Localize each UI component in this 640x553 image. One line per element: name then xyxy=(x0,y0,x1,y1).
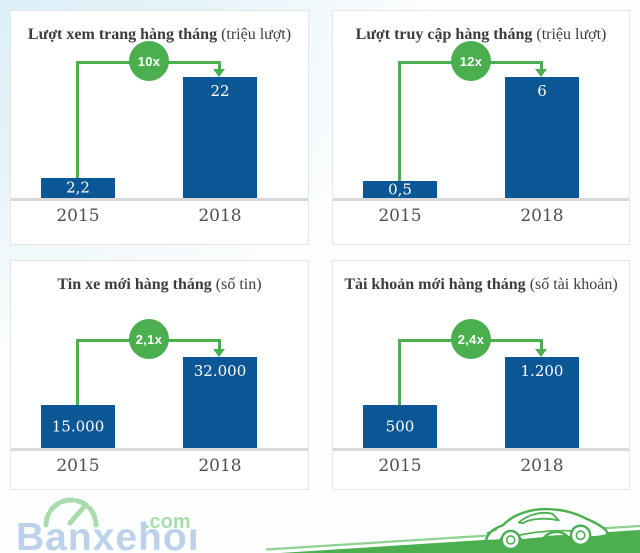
chart-title-unit: (triệu lượt) xyxy=(221,26,292,43)
bar-2015: 0,5 xyxy=(363,181,437,198)
chart-title-main: Tài khoản mới hàng tháng xyxy=(344,276,526,293)
chart-title-main: Lượt xem trang hàng tháng xyxy=(27,26,218,43)
axis-baseline xyxy=(11,198,308,201)
multiplier-badge: 10x xyxy=(129,41,169,81)
bar-value-label: 0,5 xyxy=(388,180,412,198)
year-label-2015: 2015 xyxy=(378,456,422,476)
growth-arrow-line xyxy=(540,61,543,70)
chart-title: Lượt xem trang hàng tháng (triệu lượt) xyxy=(11,25,308,45)
bar-2015: 500 xyxy=(363,405,437,448)
chart-title-unit: (số tài khoản) xyxy=(529,276,618,293)
sports-car-icon xyxy=(484,507,609,551)
growth-arrow-line xyxy=(218,61,221,70)
chart-panel: Lượt truy cập hàng tháng (triệu lượt) 0,5… xyxy=(332,10,630,245)
chart-title-main: Lượt truy cập hàng tháng xyxy=(355,26,533,43)
bar-value-label: 1.200 xyxy=(520,362,564,380)
growth-arrow-head-icon xyxy=(535,349,547,357)
growth-connector-vertical-line xyxy=(76,61,79,178)
chart-title: Tài khoản mới hàng tháng (số tài khoản) xyxy=(333,275,629,295)
bar-value-label: 6 xyxy=(537,82,547,100)
bar-2015: 2,2 xyxy=(41,178,115,198)
chart-panel: Tài khoản mới hàng tháng (số tài khoản) 5… xyxy=(332,260,630,490)
multiplier-badge: 2,1x xyxy=(129,319,169,359)
chart-title-main: Tin xe mới hàng tháng xyxy=(57,276,212,293)
axis-baseline xyxy=(333,448,629,451)
multiplier-badge: 12x xyxy=(451,41,491,81)
bar-value-label: 500 xyxy=(385,417,415,435)
year-label-2015: 2015 xyxy=(56,206,100,226)
bar-2018: 32.000 xyxy=(183,357,257,448)
growth-arrow-head-icon xyxy=(213,349,225,357)
chart-title: Lượt truy cập hàng tháng (triệu lượt) xyxy=(333,25,629,45)
banxehoi-logo: Banxehoı .com xyxy=(16,494,216,553)
growth-connector-vertical-line xyxy=(76,339,79,405)
chart-panel: Tin xe mới hàng tháng (số tin) 15.000 32.… xyxy=(10,260,309,490)
bar-2018: 1.200 xyxy=(505,357,579,448)
growth-arrow-line xyxy=(218,339,221,350)
axis-baseline xyxy=(333,198,629,201)
bar-value-label: 32.000 xyxy=(193,362,247,380)
year-label-2018: 2018 xyxy=(520,206,564,226)
growth-arrow-head-icon xyxy=(213,69,225,77)
bar-2018: 22 xyxy=(183,77,257,198)
year-label-2015: 2015 xyxy=(378,206,422,226)
growth-arrow-head-icon xyxy=(535,69,547,77)
chart-title-unit: (triệu lượt) xyxy=(536,26,607,43)
year-label-2018: 2018 xyxy=(198,206,242,226)
multiplier-badge: 2,4x xyxy=(451,319,491,359)
chart-panel: Lượt xem trang hàng tháng (triệu lượt) 2,… xyxy=(10,10,309,245)
growth-connector-vertical-line xyxy=(398,61,401,181)
bar-value-label: 2,2 xyxy=(66,178,90,197)
logo-tld: .com xyxy=(144,511,191,533)
logo-wordmark: Banxehoı xyxy=(16,516,200,553)
bar-2018: 6 xyxy=(505,77,579,198)
growth-arrow-line xyxy=(540,339,543,350)
year-label-2015: 2015 xyxy=(56,456,100,476)
year-label-2018: 2018 xyxy=(520,456,564,476)
bar-value-label: 15.000 xyxy=(51,417,105,435)
year-label-2018: 2018 xyxy=(198,456,242,476)
chart-title: Tin xe mới hàng tháng (số tin) xyxy=(11,275,308,295)
bar-value-label: 22 xyxy=(210,82,230,100)
bar-2015: 15.000 xyxy=(41,405,115,448)
speedometer-icon xyxy=(43,497,99,528)
axis-baseline xyxy=(11,448,308,451)
chart-title-unit: (số tin) xyxy=(215,276,262,293)
growth-connector-vertical-line xyxy=(398,339,401,405)
